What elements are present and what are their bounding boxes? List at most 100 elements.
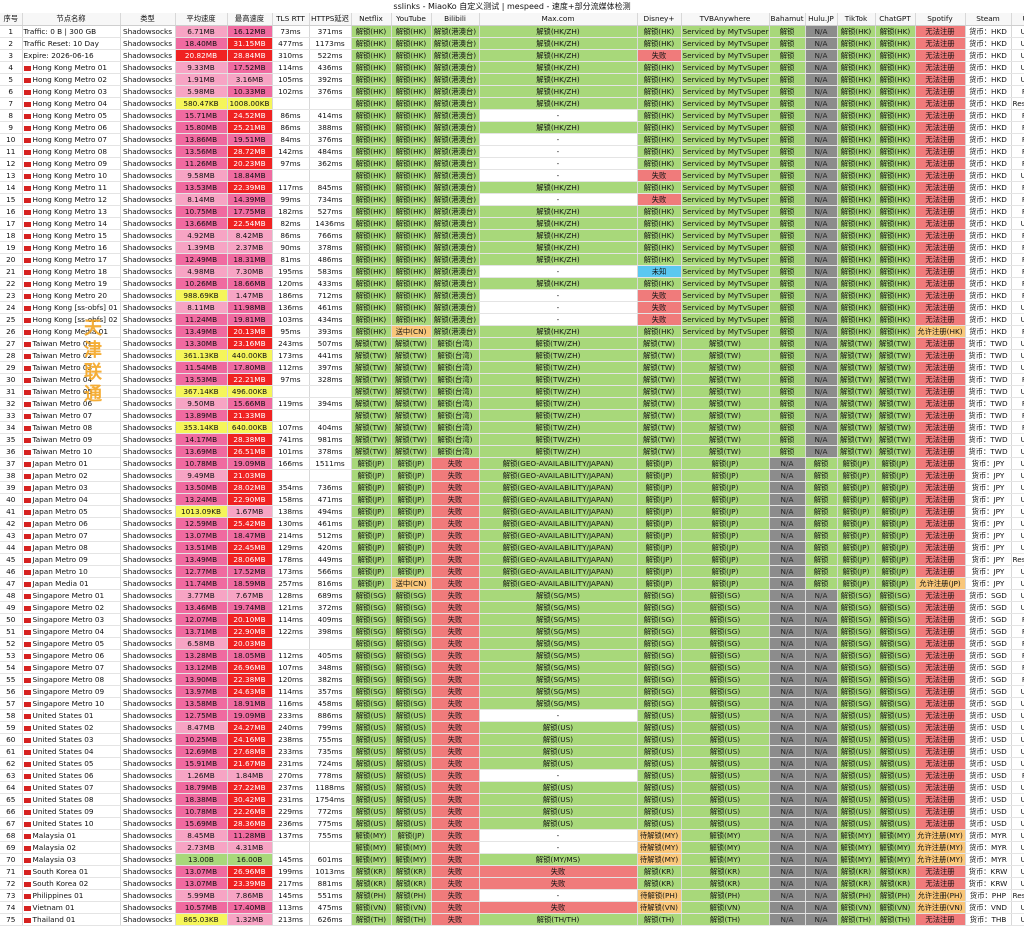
- column-header[interactable]: 类型: [120, 13, 176, 26]
- column-header[interactable]: UDP类型: [1011, 13, 1024, 26]
- table-row[interactable]: 38 Japan Metro 02 Shadowsocks 9.49MB 21.03MB…: [0, 469, 1024, 482]
- column-header[interactable]: Bilibili: [431, 13, 480, 26]
- table-row[interactable]: 32 Taiwan Metro 06 Shadowsocks 9.50MB 15.66M…: [0, 397, 1024, 410]
- column-header[interactable]: 最高速度: [227, 13, 273, 26]
- column-header[interactable]: Netflix: [351, 13, 392, 26]
- table-row[interactable]: 2 Traffic Reset: 10 Day Shadowsocks 18.40MB…: [0, 37, 1024, 50]
- column-header[interactable]: TLS RTT: [272, 13, 310, 26]
- table-row[interactable]: 41 Japan Metro 05 Shadowsocks 1013.09KB 1.67…: [0, 505, 1024, 518]
- table-row[interactable]: 40 Japan Metro 04 Shadowsocks 13.24MB 22.90M…: [0, 493, 1024, 506]
- column-header[interactable]: Spotify: [915, 13, 966, 26]
- table-row[interactable]: 7 Hong Kong Metro 04 Shadowsocks 580.47KB 10…: [0, 97, 1024, 110]
- column-header[interactable]: ChatGPT: [875, 13, 916, 26]
- table-row[interactable]: 64 United States 07 Shadowsocks 18.79MB 27.2…: [0, 781, 1024, 794]
- table-row[interactable]: 55 Singapore Metro 08 Shadowsocks 13.90MB 22…: [0, 673, 1024, 686]
- table-row[interactable]: 9 Hong Kong Metro 06 Shadowsocks 15.80MB 25.…: [0, 121, 1024, 134]
- column-header[interactable]: 序号: [0, 13, 23, 26]
- column-header[interactable]: TikTok: [837, 13, 876, 26]
- column-header[interactable]: HTTPS延迟: [309, 13, 352, 26]
- table-row[interactable]: 51 Singapore Metro 04 Shadowsocks 13.71MB 22…: [0, 625, 1024, 638]
- table-row[interactable]: 31 Taiwan Metro 05 Shadowsocks 367.14KB 496.…: [0, 385, 1024, 398]
- table-row[interactable]: 63 United States 06 Shadowsocks 1.26MB 1.84M…: [0, 769, 1024, 782]
- table-row[interactable]: 53 Singapore Metro 06 Shadowsocks 13.28MB 18…: [0, 649, 1024, 662]
- column-header[interactable]: TVBAnywhere: [681, 13, 770, 26]
- table-row[interactable]: 36 Taiwan Metro 10 Shadowsocks 13.69MB 26.51…: [0, 445, 1024, 458]
- table-row[interactable]: 18 Hong Kong Metro 15 Shadowsocks 4.92MB 8.4…: [0, 229, 1024, 242]
- table-row[interactable]: 59 United States 02 Shadowsocks 8.47MB 24.27…: [0, 721, 1024, 734]
- table-row[interactable]: 61 United States 04 Shadowsocks 12.69MB 27.6…: [0, 745, 1024, 758]
- table-row[interactable]: 45 Japan Metro 09 Shadowsocks 13.49MB 28.06M…: [0, 553, 1024, 566]
- column-header[interactable]: YouTube: [391, 13, 432, 26]
- table-row[interactable]: 44 Japan Metro 08 Shadowsocks 13.51MB 22.45M…: [0, 541, 1024, 554]
- table-row[interactable]: 50 Singapore Metro 03 Shadowsocks 12.07MB 20…: [0, 613, 1024, 626]
- table-row[interactable]: 26 Hong Kong Media 01 Shadowsocks 13.49MB 20…: [0, 325, 1024, 338]
- table-row[interactable]: 70 Malaysia 03 Shadowsocks 13.00B 16.00B 145m…: [0, 853, 1024, 866]
- cell-18: 货币：USD: [965, 793, 1012, 806]
- table-row[interactable]: 30 Taiwan Metro 04 Shadowsocks 13.53MB 22.21…: [0, 373, 1024, 386]
- table-row[interactable]: 62 United States 05 Shadowsocks 15.91MB 21.6…: [0, 757, 1024, 770]
- table-row[interactable]: 27 Taiwan Metro 01 Shadowsocks 13.30MB 23.16…: [0, 337, 1024, 350]
- column-header[interactable]: Hulu.JP: [805, 13, 838, 26]
- table-row[interactable]: 3 Expire: 2026-06-16 Shadowsocks 20.82MB 28.…: [0, 49, 1024, 62]
- column-header[interactable]: Disney+: [637, 13, 682, 26]
- column-header[interactable]: Steam: [965, 13, 1012, 26]
- cell-16: 解锁(HK): [875, 37, 916, 50]
- table-row[interactable]: 67 United States 10 Shadowsocks 15.69MB 28.3…: [0, 817, 1024, 830]
- table-row[interactable]: 74 Vietnam 01 Shadowsocks 10.57MB 17.40MB 113…: [0, 901, 1024, 914]
- column-header[interactable]: 节点名称: [22, 13, 121, 26]
- table-row[interactable]: 56 Singapore Metro 09 Shadowsocks 13.97MB 24…: [0, 685, 1024, 698]
- table-row[interactable]: 52 Singapore Metro 05 Shadowsocks 6.58MB 20.…: [0, 637, 1024, 650]
- table-row[interactable]: 12 Hong Kong Metro 09 Shadowsocks 11.26MB 20…: [0, 157, 1024, 170]
- table-row[interactable]: 19 Hong Kong Metro 16 Shadowsocks 1.39MB 2.3…: [0, 241, 1024, 254]
- table-row[interactable]: 60 United States 03 Shadowsocks 10.25MB 24.1…: [0, 733, 1024, 746]
- table-row[interactable]: 22 Hong Kong Metro 19 Shadowsocks 10.26MB 18…: [0, 277, 1024, 290]
- table-row[interactable]: 73 Philippines 01 Shadowsocks 5.99MB 7.86MB 1…: [0, 889, 1024, 902]
- cell-16: 解锁(JP): [875, 505, 916, 518]
- table-row[interactable]: 17 Hong Kong Metro 14 Shadowsocks 13.66MB 22…: [0, 217, 1024, 230]
- table-row[interactable]: 29 Taiwan Metro 03 Shadowsocks 11.54MB 17.80…: [0, 361, 1024, 374]
- table-row[interactable]: 35 Taiwan Metro 09 Shadowsocks 14.17MB 28.38…: [0, 433, 1024, 446]
- table-row[interactable]: 54 Singapore Metro 07 Shadowsocks 13.12MB 26…: [0, 661, 1024, 674]
- table-row[interactable]: 11 Hong Kong Metro 08 Shadowsocks 13.56MB 28…: [0, 145, 1024, 158]
- table-row[interactable]: 68 Malaysia 01 Shadowsocks 8.45MB 11.28MB 137…: [0, 829, 1024, 842]
- table-row[interactable]: 4 Hong Kong Metro 01 Shadowsocks 9.33MB 17.5…: [0, 61, 1024, 74]
- table-row[interactable]: 13 Hong Kong Metro 10 Shadowsocks 9.58MB 18.…: [0, 169, 1024, 182]
- table-row[interactable]: 69 Malaysia 02 Shadowsocks 2.73MB 4.31MB 解锁(M…: [0, 841, 1024, 854]
- column-header[interactable]: Max.com: [479, 13, 638, 26]
- table-row[interactable]: 49 Singapore Metro 02 Shadowsocks 13.46MB 19…: [0, 601, 1024, 614]
- table-row[interactable]: 34 Taiwan Metro 08 Shadowsocks 353.14KB 640.…: [0, 421, 1024, 434]
- column-header[interactable]: Bahamut: [769, 13, 806, 26]
- flag-icon: [23, 833, 31, 839]
- cell-7: 解锁(HK): [351, 217, 392, 230]
- table-row[interactable]: 58 United States 01 Shadowsocks 12.75MB 19.0…: [0, 709, 1024, 722]
- table-row[interactable]: 57 Singapore Metro 10 Shadowsocks 13.58MB 18…: [0, 697, 1024, 710]
- table-row[interactable]: 25 Hong Kong [ss-obfs] 02 Shadowsocks 11.24…: [0, 313, 1024, 326]
- table-row[interactable]: 21 Hong Kong Metro 18 Shadowsocks 4.98MB 7.3…: [0, 265, 1024, 278]
- table-row[interactable]: 16 Hong Kong Metro 13 Shadowsocks 10.75MB 17…: [0, 205, 1024, 218]
- table-row[interactable]: 75 Thailand 01 Shadowsocks 865.03KB 1.32MB 21…: [0, 913, 1024, 926]
- table-row[interactable]: 10 Hong Kong Metro 07 Shadowsocks 13.86MB 19…: [0, 133, 1024, 146]
- table-row[interactable]: 47 Japan Media 01 Shadowsocks 11.74MB 18.59M…: [0, 577, 1024, 590]
- table-row[interactable]: 46 Japan Metro 10 Shadowsocks 12.77MB 17.52M…: [0, 565, 1024, 578]
- table-row[interactable]: 5 Hong Kong Metro 02 Shadowsocks 1.91MB 3.16…: [0, 73, 1024, 86]
- table-row[interactable]: 43 Japan Metro 07 Shadowsocks 13.07MB 18.47M…: [0, 529, 1024, 542]
- table-row[interactable]: 23 Hong Kong Metro 20 Shadowsocks 988.69KB 1…: [0, 289, 1024, 302]
- table-row[interactable]: 39 Japan Metro 03 Shadowsocks 13.50MB 28.02M…: [0, 481, 1024, 494]
- table-row[interactable]: 42 Japan Metro 06 Shadowsocks 12.59MB 25.42M…: [0, 517, 1024, 530]
- table-row[interactable]: 37 Japan Metro 01 Shadowsocks 10.78MB 19.09M…: [0, 457, 1024, 470]
- table-row[interactable]: 6 Hong Kong Metro 03 Shadowsocks 5.98MB 10.3…: [0, 85, 1024, 98]
- table-row[interactable]: 33 Taiwan Metro 07 Shadowsocks 13.89MB 21.33…: [0, 409, 1024, 422]
- table-row[interactable]: 20 Hong Kong Metro 17 Shadowsocks 12.49MB 18…: [0, 253, 1024, 266]
- column-header[interactable]: 平均速度: [175, 13, 228, 26]
- table-row[interactable]: 28 Taiwan Metro 02 Shadowsocks 361.13KB 440.…: [0, 349, 1024, 362]
- table-row[interactable]: 1 Traffic: 0 B | 300 GB Shadowsocks 6.71MB 1…: [0, 25, 1024, 38]
- table-row[interactable]: 8 Hong Kong Metro 05 Shadowsocks 15.71MB 24.…: [0, 109, 1024, 122]
- table-row[interactable]: 14 Hong Kong Metro 11 Shadowsocks 13.53MB 22…: [0, 181, 1024, 194]
- table-row[interactable]: 66 United States 09 Shadowsocks 10.78MB 22.2…: [0, 805, 1024, 818]
- table-row[interactable]: 71 South Korea 01 Shadowsocks 13.07MB 26.96M…: [0, 865, 1024, 878]
- table-row[interactable]: 48 Singapore Metro 01 Shadowsocks 3.77MB 7.6…: [0, 589, 1024, 602]
- table-row[interactable]: 24 Hong Kong [ss-obfs] 01 Shadowsocks 8.11M…: [0, 301, 1024, 314]
- table-row[interactable]: 72 South Korea 02 Shadowsocks 13.07MB 23.39M…: [0, 877, 1024, 890]
- table-row[interactable]: 15 Hong Kong Metro 12 Shadowsocks 8.14MB 14.…: [0, 193, 1024, 206]
- table-row[interactable]: 65 United States 08 Shadowsocks 18.38MB 30.4…: [0, 793, 1024, 806]
